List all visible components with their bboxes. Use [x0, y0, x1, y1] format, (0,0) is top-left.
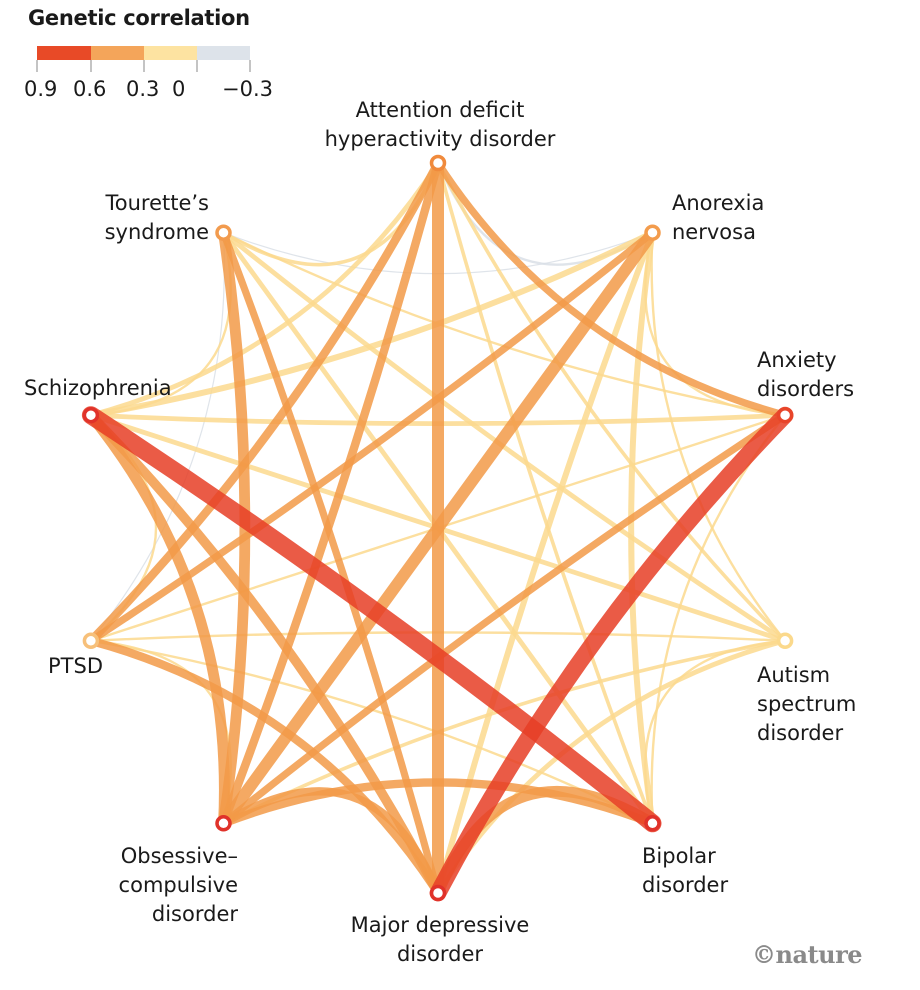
legend-tick-label: 0	[172, 77, 186, 101]
edge-schizophrenia-ocd	[85, 409, 230, 829]
edge-anxiety-ocd	[219, 411, 789, 827]
node-schizophrenia	[82, 406, 100, 424]
node-label-ocd: Obsessive– compulsive disorder	[118, 844, 238, 926]
node-ptsd	[82, 632, 100, 650]
edge-anorexia-mdd	[435, 229, 656, 896]
nature-logo: ©nature	[752, 940, 862, 969]
edge-schizophrenia-bipolar	[81, 406, 662, 833]
node-label-ptsd: PTSD	[48, 654, 103, 678]
edge-adhd-ocd	[219, 158, 443, 828]
edge-anorexia-ocd	[217, 226, 659, 830]
legend-swatch	[91, 46, 144, 60]
node-label-anxiety: Anxiety disorders	[757, 348, 855, 401]
edge-anorexia-bipolar	[628, 229, 656, 827]
edge-schizophrenia-anorexia	[87, 229, 656, 419]
legend-tick-label: −0.3	[222, 77, 273, 101]
edge-anxiety-mdd	[429, 406, 794, 902]
legend-tick-label: 0.3	[126, 77, 160, 101]
edge-anorexia-ptsd	[87, 229, 657, 645]
legend-title: Genetic correlation	[28, 6, 250, 30]
node-label-tourette: Tourette’s syndrome	[104, 191, 209, 244]
node-autism	[776, 632, 794, 650]
edge-tourette-anxiety	[222, 231, 787, 417]
node-label-anorexia: Anorexia nervosa	[672, 191, 765, 244]
node-adhd	[429, 154, 447, 172]
node-ocd	[215, 815, 232, 832]
disorder-nodes	[82, 154, 794, 902]
edge-adhd-autism	[436, 161, 787, 643]
node-label-schizophrenia: Schizophrenia	[24, 376, 172, 400]
node-label-adhd: Attention deficit hyperactivity disorder	[324, 98, 556, 151]
node-label-autism: Autism spectrum disorder	[757, 663, 857, 745]
legend-swatch	[197, 46, 250, 60]
edge-schizophrenia-mdd	[86, 410, 443, 898]
node-mdd	[429, 884, 447, 902]
node-anorexia	[644, 224, 661, 241]
node-label-mdd: Major depressive disorder	[350, 913, 530, 966]
edge-adhd-ptsd	[86, 158, 443, 645]
node-anxiety	[776, 406, 794, 424]
edge-anorexia-autism	[650, 231, 787, 642]
legend-tick-label: 0.6	[73, 77, 107, 101]
node-bipolar	[644, 815, 661, 832]
edge-tourette-mdd	[219, 229, 442, 897]
legend-swatch	[37, 46, 91, 60]
node-label-bipolar: Bipolar disorder	[642, 844, 729, 897]
legend-color-bar	[36, 46, 251, 72]
legend-tick-label: 0.9	[24, 77, 58, 101]
node-tourette	[215, 224, 232, 241]
correlation-edges	[81, 157, 794, 902]
legend-swatch	[144, 46, 197, 60]
edge-adhd-bipolar	[436, 161, 655, 826]
